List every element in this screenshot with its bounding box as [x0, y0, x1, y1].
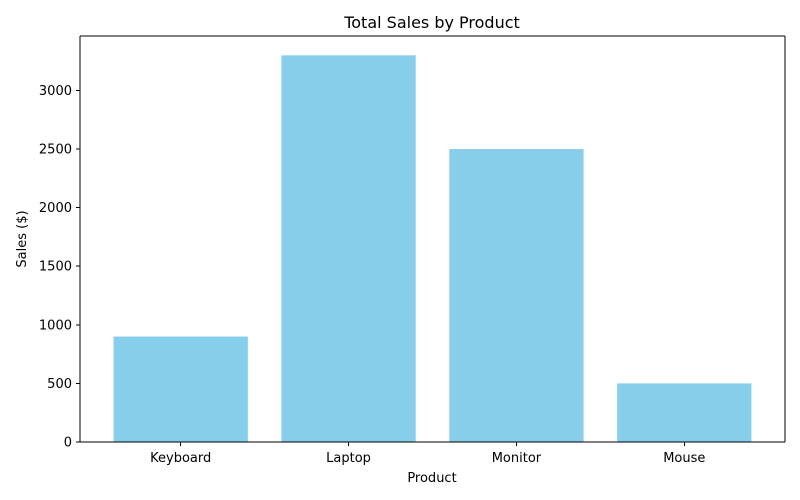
x-tick-label: Mouse: [663, 451, 705, 466]
bar-keyboard: [113, 336, 248, 442]
bars-layer: [113, 55, 752, 442]
chart-title: Total Sales by Product: [343, 13, 520, 32]
y-tick-label: 0: [64, 436, 72, 451]
x-axis-title: Product: [407, 471, 456, 486]
bar-laptop: [281, 55, 416, 442]
y-tick-label: 2500: [39, 143, 72, 158]
y-tick-label: 1500: [39, 260, 72, 275]
y-axis-title: Sales ($): [15, 210, 30, 267]
bar-monitor: [449, 149, 584, 442]
y-tick-label: 500: [47, 377, 72, 392]
bar-mouse: [617, 383, 752, 442]
x-axis-ticks: Keyboard Laptop Monitor Mouse: [150, 442, 705, 466]
y-axis-ticks: 0 500 1000 1500 2000 2500 3000: [39, 84, 80, 451]
x-tick-label: Keyboard: [150, 451, 211, 466]
y-tick-label: 3000: [39, 84, 72, 99]
x-tick-label: Monitor: [492, 451, 542, 466]
y-tick-label: 2000: [39, 201, 72, 216]
x-tick-label: Laptop: [326, 451, 371, 466]
y-tick-label: 1000: [39, 318, 72, 333]
